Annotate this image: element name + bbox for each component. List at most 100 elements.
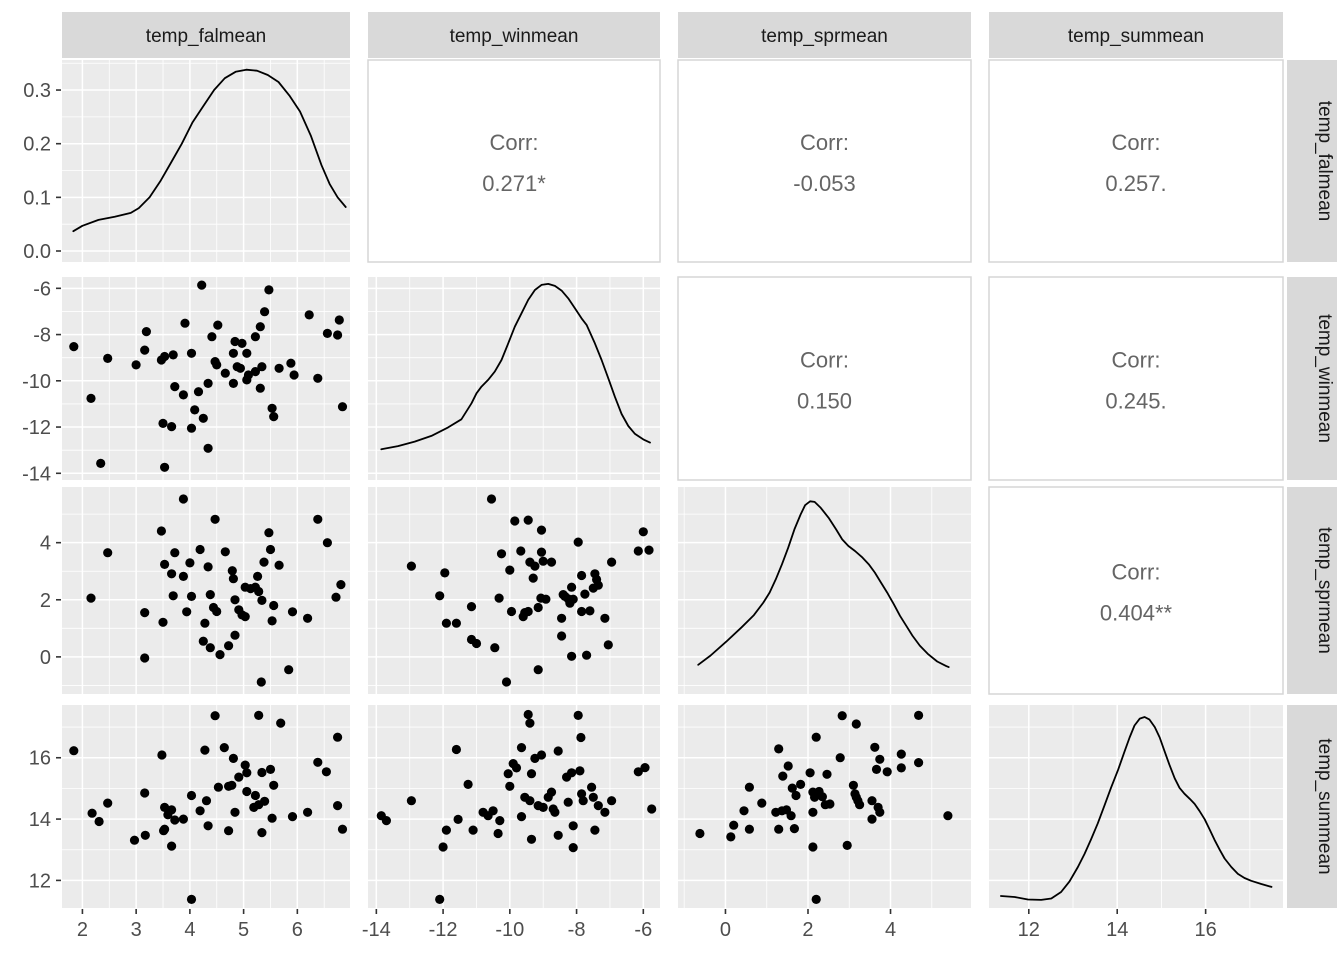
data-point [744, 782, 755, 792]
data-point [486, 494, 497, 504]
strip-background [1287, 277, 1337, 480]
data-point [303, 613, 313, 623]
corr-label: Corr: [800, 348, 849, 373]
panel-r2c3-corr: Corr: 0.404** [988, 486, 1284, 695]
x-tick-label: 4 [885, 919, 896, 941]
data-point [896, 763, 906, 773]
x-axis-col-0: 2 3 4 5 6 [77, 909, 303, 941]
corr-label: Corr: [800, 130, 849, 155]
data-point [255, 383, 265, 393]
data-point [240, 760, 250, 770]
data-point [466, 602, 477, 612]
scatter-points [69, 710, 348, 905]
data-point [488, 806, 498, 816]
data-point [140, 608, 150, 618]
data-point [553, 830, 563, 840]
data-point [249, 802, 259, 813]
data-point [533, 665, 543, 675]
data-point [914, 758, 924, 768]
right-strip-temp_falmean: temp_falmean [1287, 60, 1337, 262]
data-point [822, 769, 832, 779]
panel-r0c3-corr: Corr: 0.257. [988, 59, 1284, 263]
x-tick-label: 5 [238, 919, 249, 941]
corr-value: 0.245. [1105, 389, 1166, 414]
data-point [253, 571, 263, 582]
data-point [493, 828, 503, 839]
y-tick-label: -6 [33, 278, 51, 300]
x-tick-label: 2 [77, 919, 88, 941]
data-point [567, 651, 577, 661]
data-point [168, 350, 178, 360]
x-tick-label: -10 [495, 919, 524, 941]
data-point [576, 732, 586, 743]
right-strip-temp_sprmean: temp_sprmean [1287, 487, 1337, 694]
data-point [167, 569, 177, 579]
panel-r0c2-corr: Corr: -0.053 [677, 59, 972, 263]
data-point [180, 318, 190, 328]
data-point [322, 328, 332, 338]
data-point [607, 557, 617, 567]
x-axis-col-1: -14 -12 -10 -8 -6 [362, 909, 652, 941]
data-point [163, 810, 173, 820]
data-point [526, 834, 537, 844]
data-point [230, 336, 240, 347]
data-point [333, 801, 343, 811]
corr-label: Corr: [1112, 348, 1161, 373]
strip-label: temp_falmean [1314, 101, 1335, 221]
data-point [896, 749, 906, 759]
data-point [808, 807, 818, 817]
data-point [257, 595, 267, 606]
data-point [203, 562, 213, 572]
data-point [96, 458, 106, 468]
data-point [536, 750, 547, 760]
gridlines [62, 277, 350, 480]
data-point [287, 607, 298, 617]
data-point [313, 514, 323, 524]
data-point [219, 743, 229, 753]
data-point [333, 732, 343, 742]
data-point [168, 591, 178, 601]
data-point [69, 746, 79, 756]
corr-label: Corr: [1112, 130, 1161, 155]
scatter-points [86, 494, 346, 687]
scatter-points [69, 280, 348, 472]
x-tick-label: 14 [1106, 919, 1128, 941]
y-tick-label: 0.3 [23, 80, 51, 102]
strip-label: temp_winmean [450, 26, 579, 47]
data-point [463, 779, 473, 790]
panel-r2c0-scatter [62, 487, 350, 694]
strip-background [1287, 60, 1337, 262]
data-point [530, 561, 540, 571]
data-point [141, 327, 151, 337]
data-point [525, 796, 535, 806]
data-point [178, 494, 188, 504]
data-point [505, 565, 515, 575]
gridlines [989, 705, 1283, 908]
corr-panel-bg [988, 59, 1284, 263]
gridlines [368, 277, 660, 480]
strip-background [989, 12, 1283, 58]
data-point [250, 367, 260, 377]
density-curve [1000, 716, 1273, 901]
right-strip-temp_winmean: temp_winmean [1287, 277, 1337, 480]
data-point [550, 807, 560, 817]
data-point [835, 753, 845, 763]
data-point [523, 709, 533, 720]
data-point [837, 711, 847, 721]
data-point [568, 821, 578, 831]
data-point [260, 307, 270, 317]
top-strip-temp_falmean: temp_falmean [62, 12, 350, 58]
panel-r3c3-density [989, 705, 1283, 908]
data-point [228, 574, 238, 584]
data-point [220, 547, 230, 557]
panel-r1c3-corr: Corr: 0.245. [988, 276, 1284, 481]
data-point [242, 375, 252, 385]
top-strip-temp_sprmean: temp_sprmean [678, 12, 971, 58]
data-point [406, 561, 416, 571]
data-point [334, 315, 344, 325]
data-point [796, 779, 806, 790]
scatter-points [406, 494, 654, 687]
data-point [207, 332, 217, 342]
data-point [203, 378, 213, 388]
x-axis-col-3: 12 14 16 [1018, 909, 1217, 941]
